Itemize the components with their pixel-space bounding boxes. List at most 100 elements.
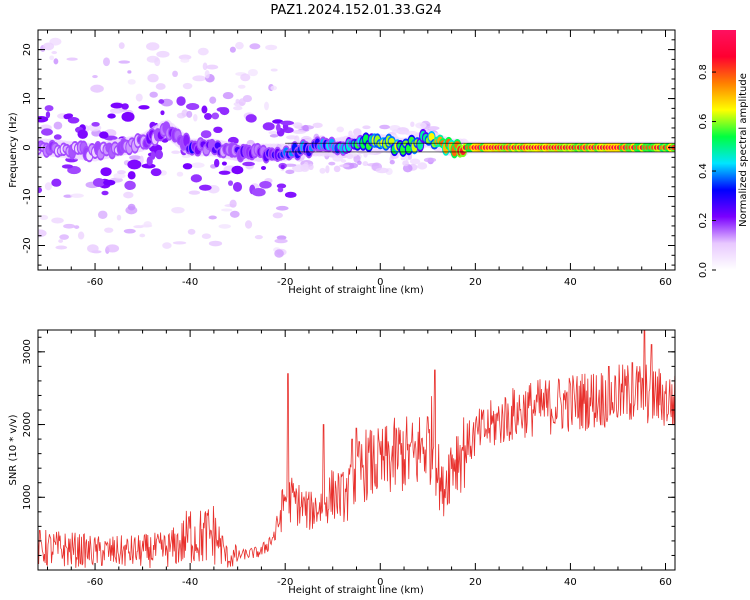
spectrogram-noise-blob bbox=[113, 172, 126, 179]
x-tick-label: -60 bbox=[87, 277, 103, 288]
spectrogram-noise-blob bbox=[156, 50, 170, 58]
colorbar-tick-label: 0.8 bbox=[698, 64, 709, 80]
spectrogram-noise-blob bbox=[127, 70, 132, 74]
spectrogram-noise-blob bbox=[70, 193, 84, 198]
spectrogram-noise-blob bbox=[292, 122, 303, 128]
spectrogram-energy-blob bbox=[77, 129, 88, 139]
spectrogram-energy-blob bbox=[45, 111, 51, 119]
spectrogram-noise-blob bbox=[272, 212, 283, 219]
spectrogram-noise-blob bbox=[208, 240, 223, 247]
spectrogram-energy-blob bbox=[41, 128, 53, 136]
spectrogram-energy-blob bbox=[63, 113, 71, 120]
spectrogram-noise-blob bbox=[162, 242, 172, 249]
spectrogram-panel: -60 -40 -20 0 20 40 60 -20 -10 0 10 20 Height of s… bbox=[8, 29, 676, 296]
spectrogram-noise-blob bbox=[123, 191, 134, 199]
x-tick-label: 40 bbox=[564, 577, 577, 588]
spectrogram-energy-blob bbox=[182, 163, 193, 170]
spectrogram-noise-blob bbox=[204, 69, 210, 79]
spectrogram-noise-blob bbox=[97, 210, 108, 220]
spectrogram-noise-blob bbox=[222, 91, 234, 100]
spectrogram-noise-blob bbox=[362, 125, 371, 130]
spectrogram-noise-blob bbox=[127, 203, 136, 211]
spectrogram-noise-blob bbox=[146, 55, 159, 63]
snr-x-ticks: -60 -40 -20 0 20 40 60 bbox=[47, 330, 672, 588]
spectrogram-energy-blob bbox=[61, 164, 74, 169]
spectrogram-energy-blob bbox=[99, 131, 109, 139]
spectrogram-noise-blob bbox=[186, 110, 193, 118]
spectrogram-noise-blob bbox=[192, 75, 206, 82]
spectrogram-noise-blob bbox=[66, 57, 78, 61]
spectrogram-noise-blob bbox=[269, 134, 279, 138]
x-tick-label: 20 bbox=[469, 277, 482, 288]
spectrogram-noise-blob bbox=[90, 84, 104, 93]
spectrogram-noise-blob bbox=[229, 199, 237, 208]
spectrogram-noise-blob bbox=[274, 238, 288, 244]
spectrogram-noise-blob bbox=[143, 221, 152, 227]
spectrogram-noise-blob bbox=[55, 245, 68, 250]
spectrogram-noise-blob bbox=[180, 58, 190, 63]
spectrogram-energy-blob bbox=[158, 99, 165, 104]
spectrogram-noise-blob bbox=[87, 244, 99, 253]
spectrogram-energy-blob bbox=[199, 184, 212, 191]
spectrogram-noise-blob bbox=[270, 68, 278, 72]
spectrogram-energy-blob bbox=[211, 112, 220, 120]
spectrogram-energy-blob bbox=[232, 181, 243, 192]
spectrogram-noise-blob bbox=[415, 122, 427, 129]
spectrogram-noise-blob bbox=[265, 44, 278, 51]
snr-y-axis-label: SNR (10 * v/v) bbox=[8, 414, 19, 485]
figure-title: PAZ1.2024.152.01.33.G24 bbox=[270, 3, 441, 18]
spectrogram-noise-blob bbox=[389, 159, 395, 165]
spectrogram-energy-blob bbox=[107, 113, 116, 119]
spectrogram-noise-blob bbox=[59, 234, 69, 240]
spectrogram-noise-blob bbox=[118, 60, 131, 64]
spectrogram-noise-blob bbox=[409, 158, 421, 165]
x-tick-label: -60 bbox=[87, 577, 103, 588]
spectrogram-energy-blob bbox=[190, 174, 202, 183]
spectrogram-noise-blob bbox=[391, 129, 401, 134]
spectrogram-noise-blob bbox=[308, 163, 314, 171]
spectrogram-noise-blob bbox=[375, 167, 389, 174]
colorbar-tick-label: 0.6 bbox=[698, 114, 709, 130]
spectrogram-noise-blob bbox=[127, 79, 136, 85]
spectrogram-noise-blob bbox=[77, 231, 85, 240]
spectrogram-noise-blob bbox=[103, 57, 110, 67]
snr-panel: -60 -40 -20 0 20 40 60 1000 2000 3000 Height of … bbox=[8, 329, 676, 596]
spectrogram-noise-blob bbox=[346, 153, 354, 159]
spectrogram-noise-blob bbox=[208, 215, 217, 220]
colorbar-tick-label: 0.2 bbox=[698, 213, 709, 229]
spectrogram-energy-blob bbox=[276, 123, 281, 132]
y-tick-label: 10 bbox=[22, 92, 33, 105]
spectrogram-noise-blob bbox=[104, 227, 114, 233]
spectrogram-noise-blob bbox=[402, 160, 409, 167]
spectrogram-energy-blob bbox=[38, 187, 43, 193]
colorbar-ticks: 0.0 0.2 0.4 0.6 0.8 bbox=[698, 64, 716, 278]
spectrogram-noise-blob bbox=[328, 161, 336, 166]
x-tick-label: 0 bbox=[377, 577, 383, 588]
spectrogram-noise-blob bbox=[188, 190, 201, 195]
y-tick-label: 0 bbox=[22, 144, 33, 150]
spectrogram-noise-blob bbox=[332, 155, 343, 162]
spectrogram-noise-blob bbox=[123, 228, 136, 234]
colorbar-gradient bbox=[712, 30, 736, 270]
spectrogram-noise-blob bbox=[240, 73, 251, 82]
spectrogram-noise-blob bbox=[292, 129, 307, 134]
colorbar: 0.0 0.2 0.4 0.6 0.8 Normalized spectral ampl… bbox=[698, 30, 749, 278]
spectrogram-noise-blob bbox=[274, 249, 284, 258]
x-tick-label: 0 bbox=[377, 277, 383, 288]
snr-y-ticks: 1000 2000 3000 bbox=[22, 336, 675, 571]
spectrogram-noise-blob bbox=[42, 42, 55, 51]
spectrogram-noise-blob bbox=[139, 155, 144, 165]
spectrogram-energy-blob bbox=[44, 105, 54, 112]
spectrogram-noise-blob bbox=[53, 58, 59, 65]
spectrogram-ridge-core bbox=[405, 144, 412, 154]
spectrogram-noise-blob bbox=[182, 82, 193, 90]
spectrogram-energy-blob bbox=[150, 151, 156, 160]
spectrogram-noise-blob bbox=[171, 206, 185, 214]
spectrogram-noise-blob bbox=[336, 126, 345, 133]
spectrogram-noise-blob bbox=[147, 73, 159, 83]
spectrogram-energy-blob bbox=[176, 96, 186, 106]
spectrogram-noise-blob bbox=[244, 220, 253, 229]
spectrogram-energy-blob bbox=[203, 112, 212, 120]
colorbar-tick-label: 0.0 bbox=[698, 262, 709, 278]
spectrogram-noise-blob bbox=[270, 85, 277, 91]
